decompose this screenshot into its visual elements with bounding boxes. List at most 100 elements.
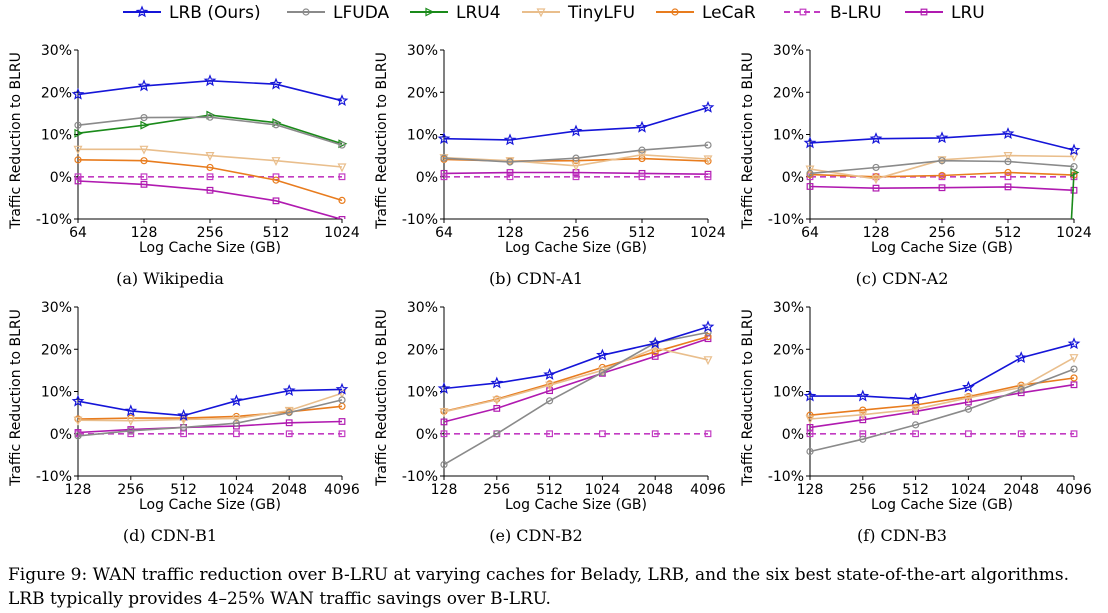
data-point bbox=[869, 132, 883, 145]
series bbox=[440, 141, 712, 166]
series-line bbox=[443, 335, 709, 413]
data-point bbox=[272, 197, 280, 205]
x-tick-label: 512 bbox=[995, 225, 1022, 241]
series-line bbox=[809, 377, 1075, 416]
x-tick-label: 256 bbox=[563, 225, 590, 241]
series-line bbox=[443, 337, 709, 423]
x-tick-label: 512 bbox=[902, 482, 929, 498]
data-point bbox=[806, 447, 814, 456]
legend-label: TinyLFU bbox=[567, 3, 635, 23]
data-point bbox=[1004, 168, 1012, 177]
data-point bbox=[938, 184, 946, 192]
figure-caption: Figure 9: WAN traffic reduction over B-L… bbox=[8, 565, 1069, 609]
y-tick-label: 10% bbox=[41, 128, 72, 144]
x-tick-label: 128 bbox=[131, 225, 158, 241]
chart-panel: 30% 20% 10% 0% -10%64 128 256 512 1024 Log Cache … bbox=[374, 43, 726, 288]
data-point bbox=[203, 74, 217, 87]
series-line bbox=[78, 148, 343, 168]
chart-panel: 30% 20% 10% 0% -10%64 128 256 512 1024 Log Cache … bbox=[8, 43, 360, 288]
data-point bbox=[1069, 152, 1079, 162]
legend-marker bbox=[425, 7, 435, 17]
y-tick-label: 20% bbox=[773, 342, 804, 358]
data-point bbox=[806, 430, 814, 438]
series bbox=[803, 337, 1081, 405]
series-line bbox=[77, 392, 343, 422]
series-line bbox=[443, 144, 709, 163]
series bbox=[805, 152, 1079, 185]
data-point bbox=[964, 430, 972, 438]
legend-marker bbox=[302, 8, 310, 16]
data-point bbox=[872, 184, 880, 192]
x-axis-label: Log Cache Size (GB) bbox=[871, 240, 1013, 256]
data-point bbox=[1070, 374, 1078, 382]
chart-panel: 30% 20% 10% 0% -10%64 128 256 512 1024 Log Cache … bbox=[740, 43, 1092, 288]
data-point bbox=[572, 154, 580, 162]
y-tick-label: 30% bbox=[41, 300, 72, 316]
data-point bbox=[598, 368, 607, 377]
data-point bbox=[71, 394, 85, 407]
data-point bbox=[437, 381, 451, 394]
x-tick-label: 4096 bbox=[324, 482, 360, 498]
x-tick-label: 128 bbox=[431, 482, 458, 498]
data-point bbox=[938, 157, 946, 165]
data-point bbox=[205, 152, 215, 161]
x-tick-label: 1024 bbox=[690, 225, 726, 241]
series bbox=[437, 320, 715, 394]
legend-marker bbox=[920, 8, 928, 16]
y-axis-label: Traffic Reduction to BLRU bbox=[740, 309, 756, 487]
series-line bbox=[810, 343, 1075, 400]
series-line bbox=[77, 159, 343, 202]
data-point bbox=[1067, 337, 1081, 350]
x-tick-label: 1024 bbox=[585, 482, 621, 498]
data-point bbox=[506, 173, 514, 181]
x-tick-label: 128 bbox=[65, 482, 92, 498]
data-point bbox=[439, 408, 449, 418]
data-point bbox=[1001, 127, 1015, 139]
series-line bbox=[809, 357, 1075, 420]
panel-title: (e) CDN-B2 bbox=[489, 526, 582, 545]
data-point bbox=[440, 154, 448, 162]
legend-marker bbox=[536, 8, 546, 18]
data-point bbox=[177, 409, 190, 421]
chart-panel: 30% 20% 10% 0% -10%128 256 512 1024 2048 4096 Log … bbox=[374, 300, 726, 545]
y-tick-label: 0% bbox=[782, 170, 804, 186]
data-point bbox=[1067, 143, 1081, 156]
data-point bbox=[805, 165, 815, 175]
data-point bbox=[1017, 385, 1025, 393]
data-point bbox=[1017, 430, 1025, 438]
series-line bbox=[809, 154, 1075, 180]
legend-entry: B-LRU bbox=[784, 3, 882, 23]
x-tick-label: 2048 bbox=[637, 482, 673, 498]
data-point bbox=[859, 435, 867, 443]
series-line bbox=[77, 116, 343, 146]
series bbox=[806, 157, 1078, 177]
panel-title: (c) CDN-A2 bbox=[856, 269, 949, 288]
data-point bbox=[963, 394, 973, 404]
legend-label: LRB (Ours) bbox=[169, 3, 261, 23]
series-line bbox=[443, 106, 709, 141]
y-tick-label: 10% bbox=[407, 128, 438, 144]
data-point bbox=[272, 121, 280, 129]
data-point bbox=[1004, 173, 1012, 181]
data-point bbox=[206, 163, 214, 172]
data-point bbox=[858, 411, 868, 421]
series-line bbox=[77, 79, 343, 102]
data-point bbox=[230, 394, 243, 407]
data-point bbox=[856, 389, 870, 402]
x-tick-label: 1024 bbox=[324, 225, 360, 241]
data-point bbox=[871, 175, 881, 185]
series-line bbox=[443, 326, 709, 390]
data-point bbox=[140, 113, 148, 122]
data-point bbox=[285, 419, 293, 427]
data-point bbox=[545, 397, 554, 405]
series bbox=[440, 335, 712, 426]
series-line bbox=[809, 159, 1075, 175]
data-point bbox=[1070, 163, 1078, 171]
series-line bbox=[809, 185, 1075, 192]
x-tick-label: 512 bbox=[170, 482, 197, 498]
data-point bbox=[180, 423, 188, 432]
data-point bbox=[493, 430, 501, 438]
x-axis-label: Log Cache Size (GB) bbox=[505, 240, 647, 256]
series-line bbox=[77, 420, 343, 434]
legend-label: LRU bbox=[951, 3, 985, 23]
